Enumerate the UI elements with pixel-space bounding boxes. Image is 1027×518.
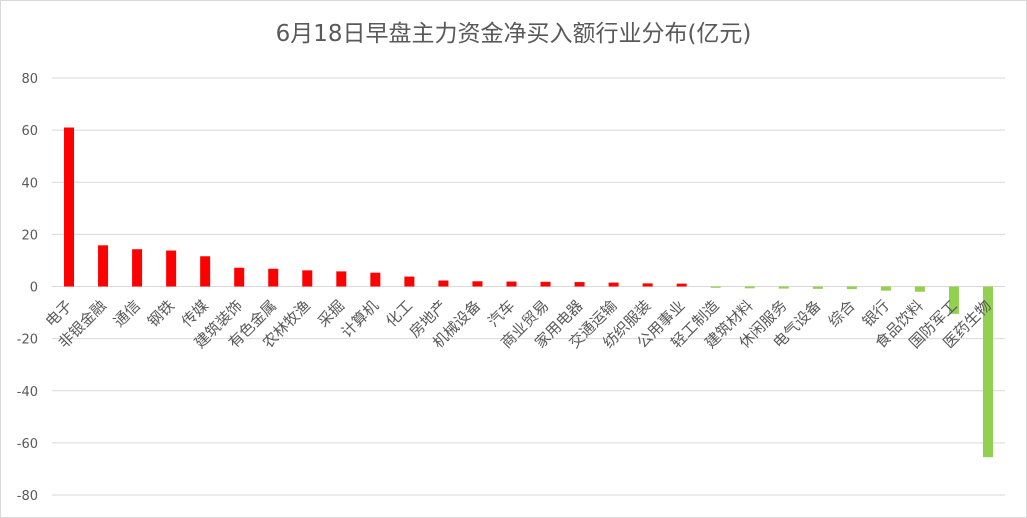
bar — [676, 283, 687, 287]
bar — [268, 268, 279, 287]
bar — [812, 286, 823, 289]
category-label: 综合 — [825, 297, 859, 331]
bar — [880, 286, 891, 291]
y-tick-label: -80 — [17, 489, 38, 504]
bar — [234, 267, 245, 287]
category-label: 钢铁 — [144, 297, 178, 331]
bar — [846, 286, 857, 290]
bar — [642, 283, 653, 287]
bar — [744, 286, 755, 289]
bar — [472, 281, 483, 287]
bar — [710, 286, 721, 288]
bar — [336, 271, 347, 287]
y-tick-label: 20 — [21, 228, 38, 243]
y-tick-label: -20 — [17, 333, 38, 348]
y-tick-label: 60 — [21, 124, 38, 139]
y-tick-label: -60 — [17, 437, 38, 452]
bar — [200, 256, 211, 287]
bar — [778, 286, 789, 289]
bar — [948, 286, 959, 314]
bar — [608, 282, 619, 287]
bar — [64, 127, 75, 287]
bar — [98, 245, 109, 287]
bar — [540, 281, 551, 287]
bar — [914, 286, 925, 292]
bar — [506, 281, 517, 287]
bar — [574, 282, 585, 287]
bar — [302, 270, 313, 287]
bar — [438, 280, 449, 287]
y-tick-label: 40 — [21, 176, 38, 191]
bar — [132, 249, 143, 287]
y-tick-label: 0 — [30, 281, 38, 296]
bar — [370, 272, 381, 287]
category-label: 计算机 — [338, 297, 383, 342]
category-label: 通信 — [110, 297, 144, 331]
y-tick-label: 80 — [21, 72, 38, 87]
bar — [166, 250, 177, 287]
y-tick-label: -40 — [17, 385, 38, 400]
bar — [982, 286, 993, 458]
bar — [404, 276, 415, 287]
chart-title: 6月18日早盘主力资金净买入额行业分布(亿元) — [275, 21, 752, 47]
